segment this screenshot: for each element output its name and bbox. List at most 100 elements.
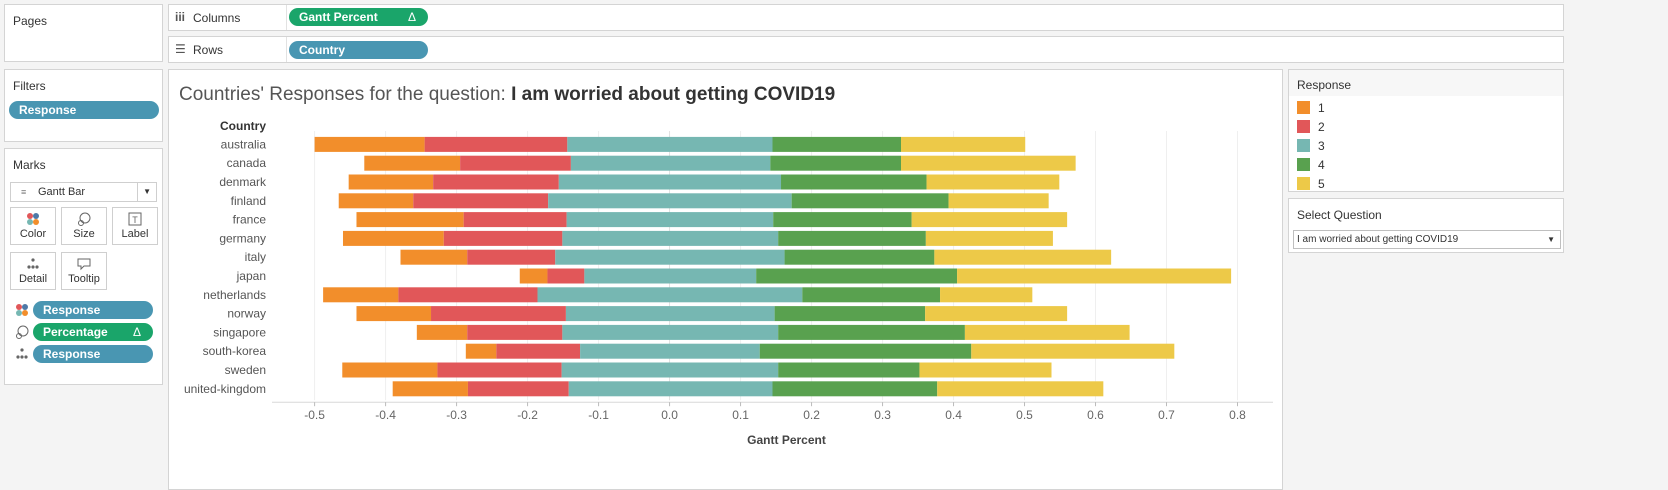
percentage-size-pill[interactable]: Percentage Δ xyxy=(33,323,153,341)
mark-type-dropdown[interactable]: ≡ Gantt Bar ▼ xyxy=(10,182,157,202)
legend-swatch xyxy=(1297,139,1310,152)
country-label: finland xyxy=(231,194,266,208)
bar-segment-4 xyxy=(772,136,901,152)
bar-segment-4 xyxy=(778,362,920,378)
country-pill-label: Country xyxy=(299,43,345,57)
filters-title: Filters xyxy=(13,79,46,93)
gantt-percent-pill[interactable]: Gantt Percent Δ xyxy=(289,8,428,26)
legend-swatch xyxy=(1297,120,1310,133)
legend-item-1[interactable]: 1 xyxy=(1297,101,1325,115)
bar-segment-1 xyxy=(416,324,468,340)
bar-segment-5 xyxy=(925,306,1068,322)
x-tick-label: 0.4 xyxy=(945,408,962,422)
size-card[interactable]: Size xyxy=(61,207,107,245)
color-card[interactable]: Color xyxy=(10,207,56,245)
bar-segment-2 xyxy=(467,324,563,340)
bar-segment-2 xyxy=(467,381,569,397)
color-icon xyxy=(11,212,55,228)
response-color-pill[interactable]: Response xyxy=(33,301,153,319)
view-title: Countries' Responses for the question: I… xyxy=(179,84,835,106)
country-label: sweden xyxy=(225,363,266,377)
legend-item-3[interactable]: 3 xyxy=(1297,139,1325,153)
bar-segment-5 xyxy=(934,249,1112,265)
response-color-pill-label: Response xyxy=(43,303,101,317)
pages-title: Pages xyxy=(13,14,48,28)
tooltip-icon xyxy=(62,257,106,273)
label-card[interactable]: T Label xyxy=(112,207,158,245)
bar-segment-5 xyxy=(937,381,1104,397)
rows-label: Rows xyxy=(193,43,224,57)
bar-segment-5 xyxy=(948,193,1049,209)
legend-swatch xyxy=(1297,101,1310,114)
bar-segment-2 xyxy=(424,136,568,152)
x-tick-label: 0.1 xyxy=(732,408,749,422)
marks-title: Marks xyxy=(13,158,46,172)
percentage-size-pill-label: Percentage xyxy=(43,325,108,339)
bar-segment-2 xyxy=(463,212,567,228)
x-tick-label: 0.2 xyxy=(803,408,820,422)
tooltip-card-label: Tooltip xyxy=(68,273,100,285)
legend-swatch xyxy=(1297,158,1310,171)
legend-label: 3 xyxy=(1318,139,1325,153)
bar-segment-3 xyxy=(565,306,775,322)
legend-item-2[interactable]: 2 xyxy=(1297,120,1325,134)
color-icon xyxy=(15,303,29,322)
view-title-prefix: Countries' Responses for the question: xyxy=(179,84,512,105)
x-tick-label: 0.6 xyxy=(1087,408,1104,422)
x-tick-label: 0.5 xyxy=(1016,408,1033,422)
bar-segment-5 xyxy=(900,155,1076,171)
bar-segment-4 xyxy=(759,343,972,359)
bar-segment-1 xyxy=(519,268,548,284)
bar-segment-1 xyxy=(342,362,438,378)
row-header: Country xyxy=(220,119,266,133)
detail-card[interactable]: Detail xyxy=(10,252,56,290)
mark-type-label: Gantt Bar xyxy=(38,186,86,198)
bar-segment-3 xyxy=(580,343,760,359)
response-detail-pill[interactable]: Response xyxy=(33,345,153,363)
columns-icon: iii xyxy=(175,10,186,24)
detail-icon xyxy=(11,257,55,273)
bar-segment-5 xyxy=(911,212,1068,228)
size-icon xyxy=(62,212,106,228)
legend-item-4[interactable]: 4 xyxy=(1297,158,1325,172)
x-tick-label: 0.0 xyxy=(661,408,678,422)
legend-label: 1 xyxy=(1318,101,1325,115)
response-filter-label: Response xyxy=(19,103,77,117)
legend-title: Response xyxy=(1297,78,1352,92)
rows-shelf[interactable]: ☰ Rows Country xyxy=(168,36,1564,63)
detail-card-label: Detail xyxy=(18,273,48,285)
legend-item-5[interactable]: 5 xyxy=(1297,177,1325,191)
response-detail-pill-label: Response xyxy=(43,347,101,361)
marks-panel: Marks ≡ Gantt Bar ▼ Color Size T Label D… xyxy=(4,148,163,385)
country-label: netherlands xyxy=(203,288,266,302)
columns-shelf[interactable]: iii Columns Gantt Percent Δ xyxy=(168,4,1564,31)
view-panel: Countries' Responses for the question: I… xyxy=(168,69,1283,490)
country-label: japan xyxy=(236,269,266,283)
x-tick-label: -0.1 xyxy=(588,408,609,422)
question-dropdown[interactable]: I am worried about getting COVID19 ▼ xyxy=(1293,230,1561,249)
legend-label: 5 xyxy=(1318,177,1325,191)
bar-segment-5 xyxy=(925,230,1053,246)
size-card-label: Size xyxy=(73,228,95,240)
gantt-chart[interactable]: Country australia canada denmark finland fran… xyxy=(169,110,1282,490)
bar-segment-4 xyxy=(784,249,935,265)
delta-icon: Δ xyxy=(132,325,141,339)
bar-segment-5 xyxy=(940,287,1033,303)
bar-segment-2 xyxy=(496,343,581,359)
legend-panel: Response 1 2 3 4 5 xyxy=(1288,69,1564,192)
x-tick-label: -0.5 xyxy=(304,408,325,422)
tooltip-card[interactable]: Tooltip xyxy=(61,252,107,290)
bar-segment-3 xyxy=(558,174,782,190)
bar-segment-2 xyxy=(431,306,566,322)
rows-icon: ☰ xyxy=(175,42,186,56)
bar-segment-5 xyxy=(957,268,1232,284)
bar-segment-1 xyxy=(364,155,461,171)
bar-segment-3 xyxy=(567,136,773,152)
country-pill[interactable]: Country xyxy=(289,41,428,59)
bar-segment-2 xyxy=(433,174,559,190)
bar-segment-5 xyxy=(926,174,1060,190)
bar-segment-4 xyxy=(778,230,926,246)
x-tick-label: 0.3 xyxy=(874,408,891,422)
response-filter-pill[interactable]: Response xyxy=(9,101,159,119)
country-label: denmark xyxy=(219,175,267,189)
